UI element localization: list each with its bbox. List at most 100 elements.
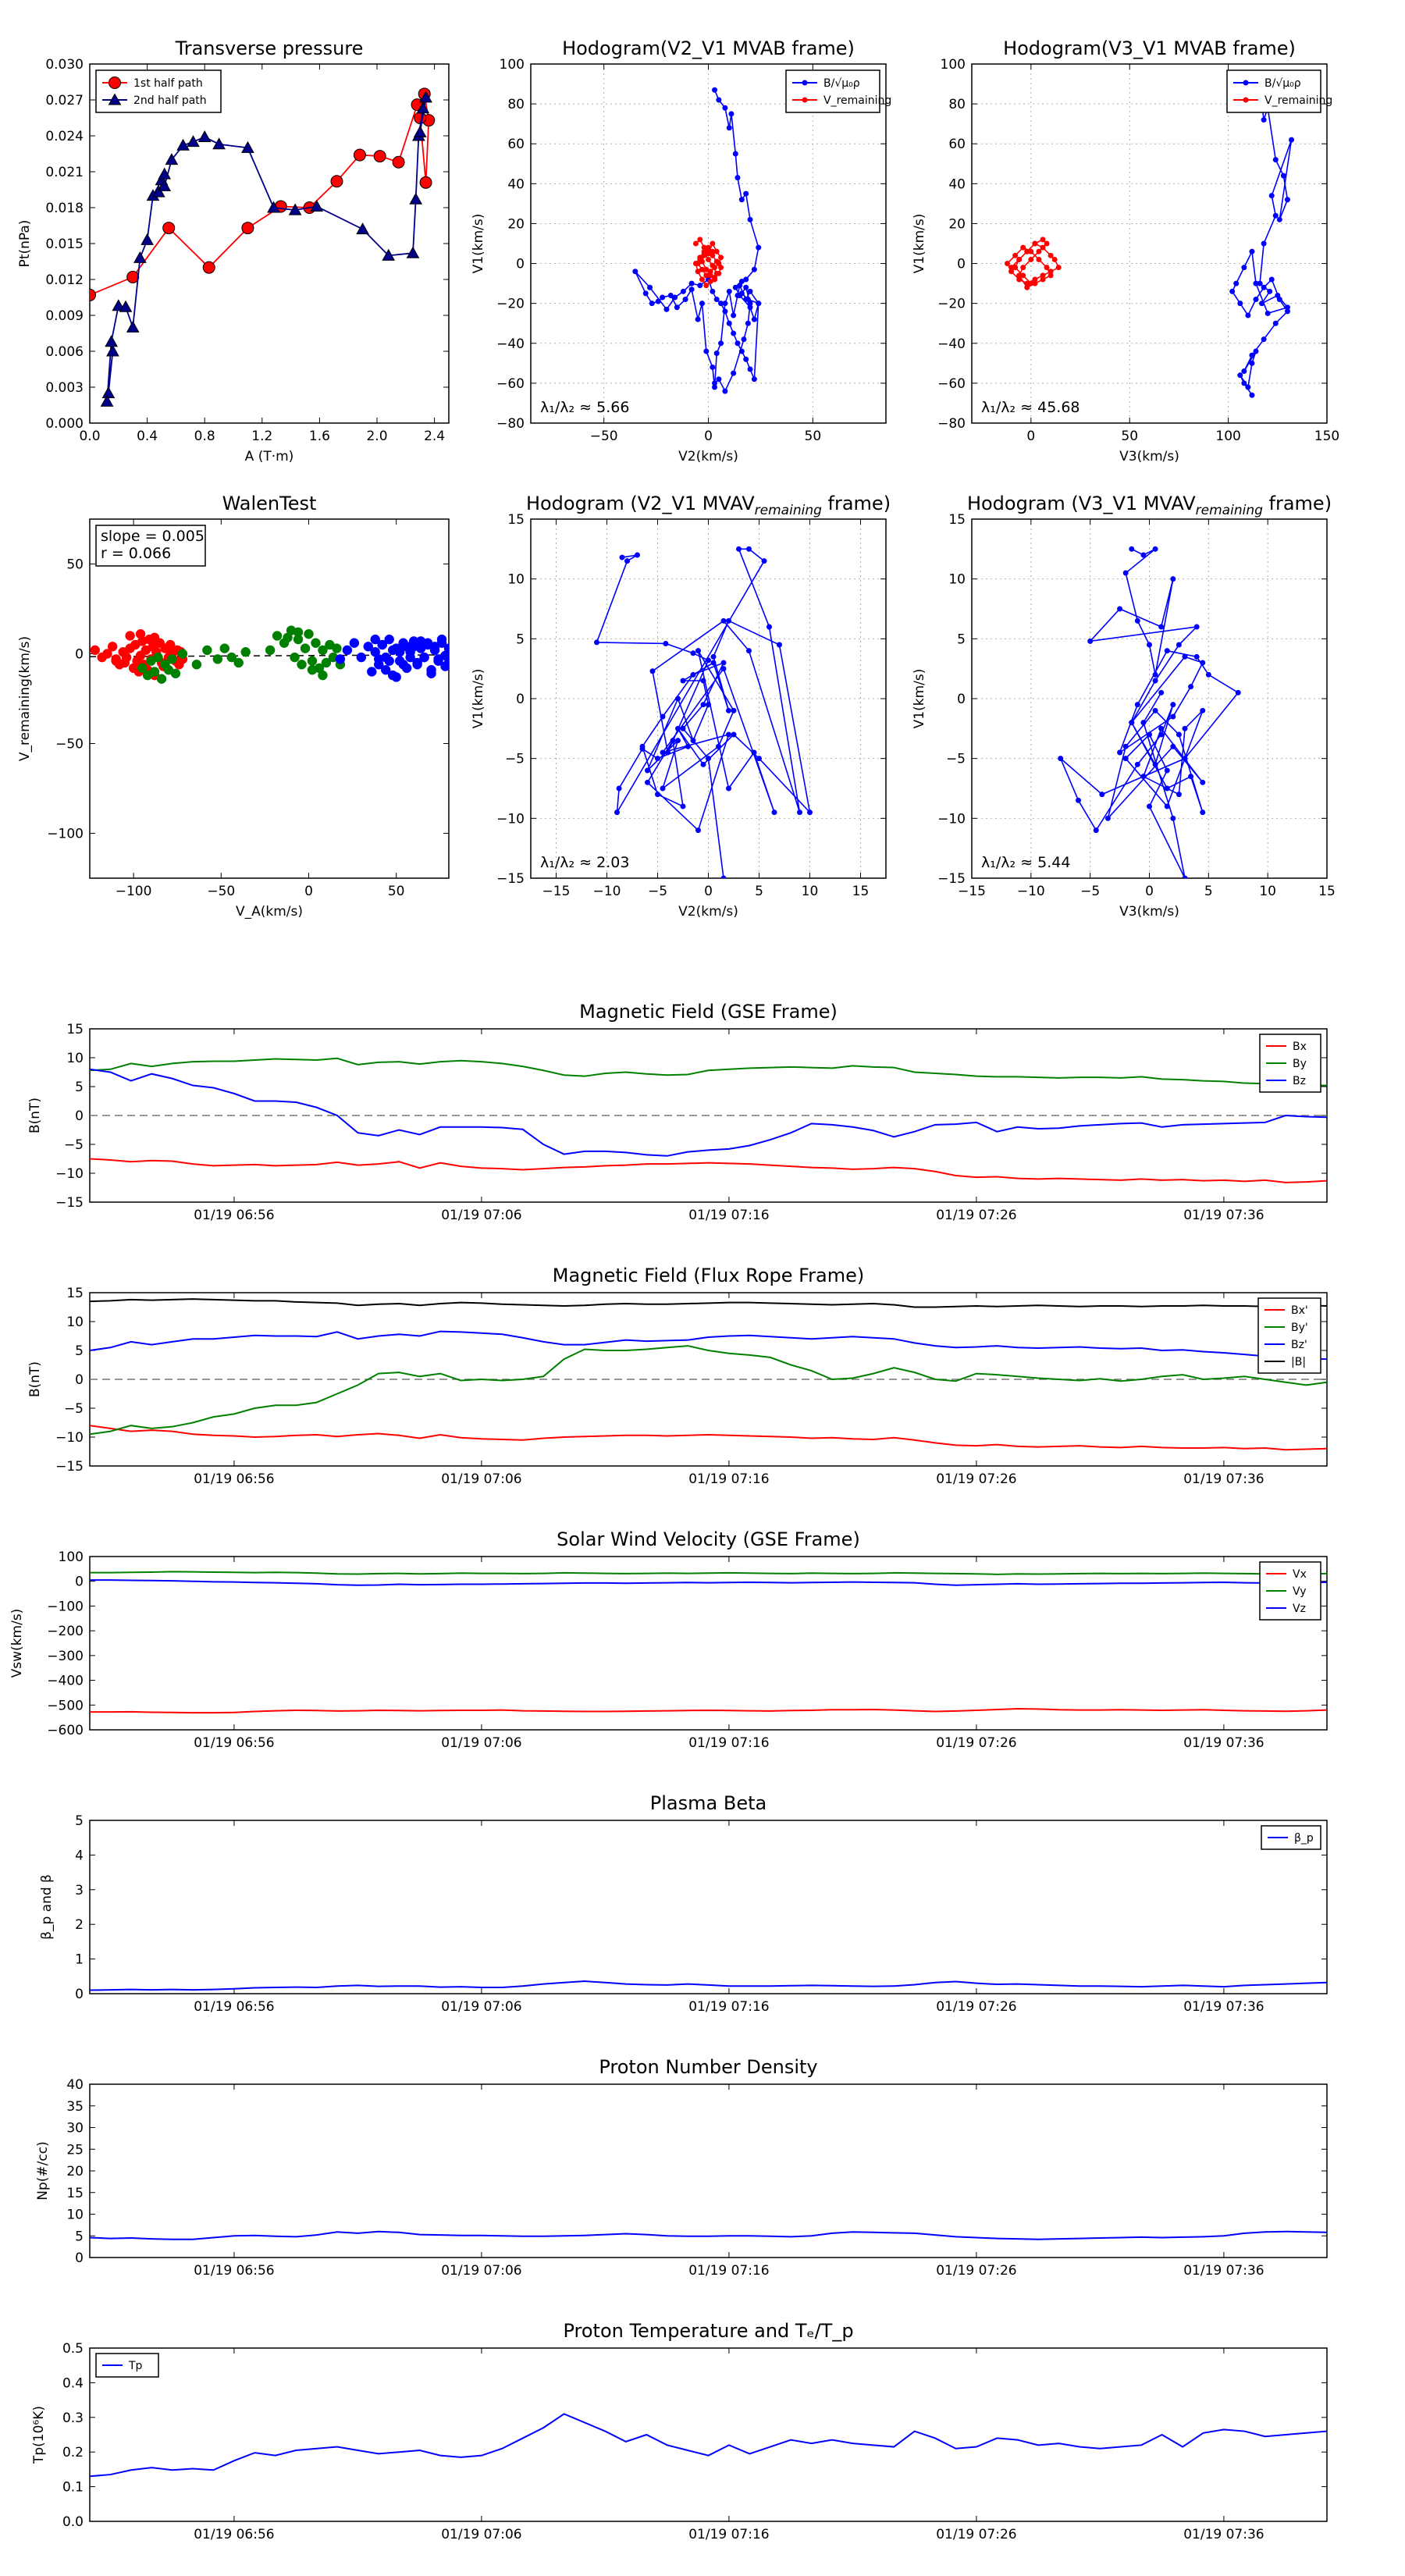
data-point: [726, 731, 731, 738]
data-point: [1241, 368, 1247, 375]
plot-frame: [971, 63, 1328, 424]
y-tick-label: 0.012: [45, 272, 84, 288]
data-point: [713, 248, 720, 254]
data-point: [1117, 606, 1123, 612]
x-tick-label: 01/19 07:36: [1183, 2527, 1264, 2542]
chart-hodogram_v2v1_mvav: Hodogram (V2_V1 MVAVremaining frame) −15 −…: [471, 493, 891, 920]
x-tick-label: 10: [802, 884, 819, 899]
y-tick-label: 0.021: [45, 165, 84, 180]
data-point: [731, 707, 737, 713]
x-axis-label: V3(km/s): [1119, 449, 1179, 464]
data-point: [1253, 280, 1259, 286]
data-point: [1129, 546, 1135, 552]
data-point: [1272, 157, 1279, 163]
data-point: [106, 344, 119, 357]
y-tick-label: 25: [66, 2142, 84, 2158]
data-point: [616, 785, 622, 792]
y-tick-label: 60: [507, 137, 525, 152]
data-point: [690, 650, 696, 656]
legend-label: B/√μ₀ρ: [1264, 77, 1301, 90]
data-point: [731, 370, 737, 376]
legend-label: Tp: [128, 2360, 143, 2372]
data-point: [722, 301, 728, 307]
data-point: [1044, 265, 1050, 271]
data-point: [710, 653, 717, 660]
data-point: [1048, 269, 1054, 275]
y-axis-label: V_remaining(km/s): [17, 636, 33, 761]
plot-area: [90, 625, 449, 684]
data-point: [1012, 252, 1019, 258]
data-point: [363, 642, 374, 652]
data-point: [1164, 648, 1170, 654]
data-point: [267, 201, 280, 213]
x-tick-label: 0: [704, 429, 713, 444]
data-point: [699, 266, 705, 272]
data-point: [349, 638, 360, 648]
data-point: [1188, 774, 1194, 780]
data-point: [1249, 352, 1255, 358]
data-point: [310, 199, 324, 212]
y-tick-label: −200: [47, 1624, 84, 1639]
data-point: [710, 660, 717, 666]
data-point: [1158, 731, 1165, 738]
y-axis-label: Pt(nPa): [17, 220, 33, 268]
y-tick-label: −40: [496, 336, 525, 352]
x-tick-label: 15: [852, 884, 870, 899]
plot-frame: [89, 518, 450, 879]
series-bz-: [89, 1330, 1328, 1361]
data-point: [1122, 570, 1129, 576]
x-tick-label: 01/19 07:06: [441, 1471, 521, 1487]
legend-label: V_remaining: [1264, 94, 1332, 107]
data-point: [101, 386, 116, 399]
data-point: [660, 749, 666, 756]
data-point: [655, 756, 660, 762]
data-point: [1272, 320, 1279, 326]
data-point: [1104, 815, 1111, 821]
y-tick-label: −400: [47, 1674, 84, 1689]
data-point: [1233, 280, 1240, 286]
legend: β_p: [1261, 1825, 1321, 1850]
y-tick-label: 0.3: [62, 2411, 84, 2426]
data-point: [663, 306, 670, 312]
y-tick-label: 10: [66, 1051, 84, 1066]
data-point: [1024, 284, 1030, 290]
data-point: [1249, 360, 1255, 366]
data-point: [716, 97, 722, 103]
data-point: [695, 316, 701, 322]
y-tick-label: 40: [66, 2077, 84, 2093]
y-axis-label: B(nT): [27, 1361, 43, 1397]
data-point: [177, 649, 188, 659]
chart-magnetic_field_flux_rope: Magnetic Field (Flux Rope Frame) 01/19 06…: [27, 1265, 1328, 1487]
y-tick-label: 5: [957, 632, 966, 647]
data-point: [197, 130, 212, 143]
legend-label: 2nd half path: [133, 94, 207, 107]
data-point: [1237, 301, 1243, 307]
x-tick-label: 150: [1314, 429, 1339, 444]
series-bx-: [89, 1425, 1328, 1451]
data-point: [380, 664, 391, 675]
data-point: [1193, 653, 1200, 660]
y-tick-label: 10: [66, 1315, 84, 1330]
series-line: [90, 91, 430, 296]
x-tick-label: 01/19 07:26: [936, 2527, 1016, 2542]
y-tick-label: −15: [496, 871, 525, 887]
y-axis-label: V1(km/s): [471, 214, 486, 274]
data-point: [710, 248, 716, 254]
y-axis-label: Np(#/cc): [35, 2141, 51, 2200]
data-point: [1284, 308, 1290, 315]
data-point: [1272, 212, 1279, 219]
data-point: [1276, 297, 1282, 303]
data-point: [405, 652, 415, 663]
data-point: [697, 237, 703, 243]
y-tick-label: 0.018: [45, 201, 84, 216]
data-point: [187, 135, 200, 148]
data-point: [675, 696, 681, 702]
chart-proton_temperature: Proton Temperature and Tₑ/T_p 01/19 06:56…: [31, 2320, 1328, 2542]
data-point: [377, 639, 387, 650]
y-tick-label: 15: [66, 1022, 84, 1037]
data-point: [700, 678, 706, 684]
y-tick-label: 0.0: [62, 2514, 84, 2530]
legend-label: Bx': [1291, 1304, 1308, 1317]
legend-label: Bx: [1293, 1041, 1307, 1053]
data-point: [680, 678, 686, 684]
